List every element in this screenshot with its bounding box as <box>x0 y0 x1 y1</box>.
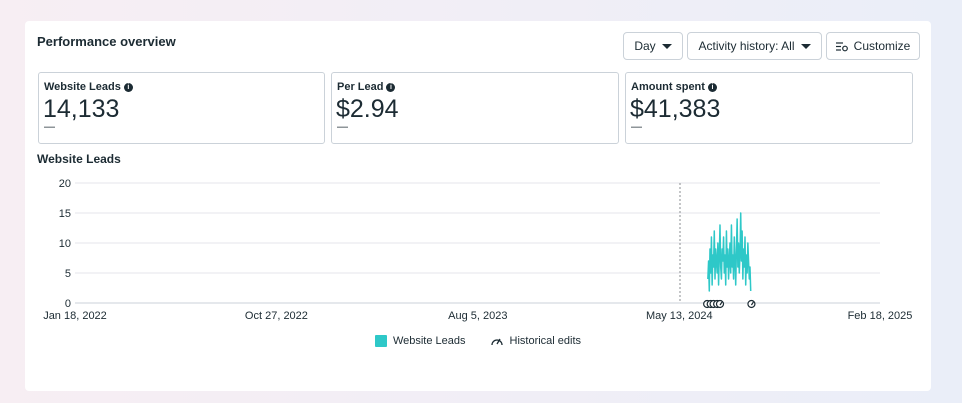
metric-delta: — <box>337 121 348 133</box>
historical-edit-needle <box>719 301 723 306</box>
metric-label-row: Per Lead i <box>337 81 396 93</box>
caret-down-icon <box>661 43 672 49</box>
info-icon[interactable]: i <box>386 82 396 92</box>
info-icon[interactable]: i <box>123 82 133 92</box>
metric-card-website-leads[interactable]: Website Leads i 14,133 — <box>38 72 325 144</box>
metric-label: Website Leads <box>44 81 121 93</box>
y-tick-label: 10 <box>59 238 71 250</box>
legend-item-website-leads[interactable]: Website Leads <box>374 335 466 347</box>
legend-label: Website Leads <box>392 335 466 347</box>
customize-icon <box>835 41 848 51</box>
y-tick-label: 15 <box>59 208 71 220</box>
x-tick-label: Jan 18, 2022 <box>43 310 107 322</box>
historical-edit-icon <box>490 338 503 346</box>
panel-title: Performance overview <box>37 34 176 49</box>
metric-delta: — <box>44 121 55 133</box>
day-dropdown[interactable]: Day <box>623 32 683 60</box>
caret-down-icon <box>800 43 811 49</box>
chart-legend: Website Leads Historical edits <box>25 335 931 347</box>
customize-label: Customize <box>853 39 911 53</box>
customize-button[interactable]: Customize <box>826 32 920 60</box>
metric-delta: — <box>631 121 642 133</box>
series-line-website-leads <box>707 212 752 292</box>
x-tick-label: May 13, 2024 <box>646 310 713 322</box>
metric-card-per-lead[interactable]: Per Lead i $2.94 — <box>331 72 619 144</box>
historical-edit-marker[interactable] <box>715 299 725 309</box>
historical-edit-marker[interactable] <box>747 299 756 309</box>
historical-edit-needle <box>750 301 754 306</box>
legend-label: Historical edits <box>509 335 582 347</box>
metric-value: 14,133 <box>43 95 120 123</box>
x-tick-label: Oct 27, 2022 <box>245 310 308 322</box>
info-icon[interactable]: i <box>707 82 717 92</box>
day-dropdown-label: Day <box>634 39 656 53</box>
y-tick-label: 20 <box>59 178 71 190</box>
performance-overview-card: Performance overview Day Activity histor… <box>25 21 931 391</box>
legend-item-historical-edits[interactable]: Historical edits <box>490 335 582 347</box>
metric-card-amount-spent[interactable]: Amount spent i $41,383 — <box>625 72 913 144</box>
x-tick-label: Feb 18, 2025 <box>848 310 913 322</box>
metric-label: Amount spent <box>631 81 705 93</box>
chart-title: Website Leads <box>37 152 121 166</box>
metric-label-row: Amount spent i <box>631 81 717 93</box>
activity-history-dropdown[interactable]: Activity history: All <box>687 32 822 60</box>
metric-value: $41,383 <box>630 95 721 123</box>
metric-label: Per Lead <box>337 81 384 93</box>
metric-value: $2.94 <box>336 95 399 123</box>
x-tick-label: Aug 5, 2023 <box>448 310 507 322</box>
metric-label-row: Website Leads i <box>44 81 133 93</box>
website-leads-chart[interactable]: 0 5 10 15 20 Jan 18, 2022 Oct 27, 2022 Aug 5, 2… <box>25 21 931 331</box>
y-tick-label: 5 <box>65 268 71 280</box>
legend-swatch <box>374 335 387 347</box>
y-tick-label: 0 <box>65 298 71 310</box>
activity-history-label: Activity history: All <box>698 39 795 53</box>
